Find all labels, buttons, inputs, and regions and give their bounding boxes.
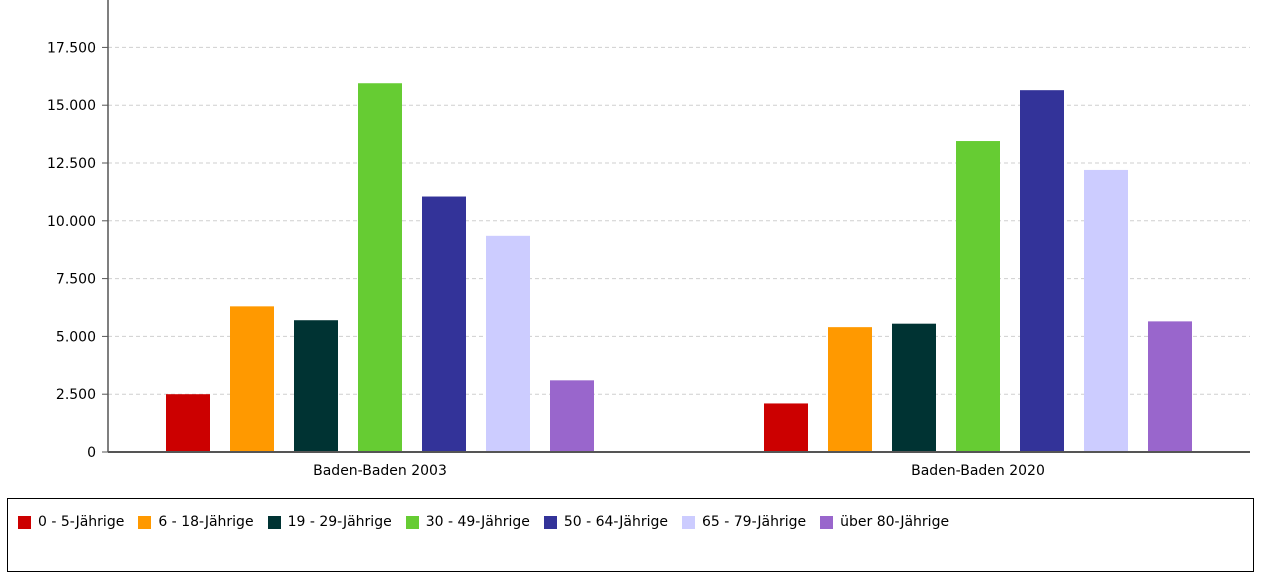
legend-swatch — [681, 515, 695, 529]
grid-lines — [102, 46, 1250, 453]
bar — [358, 83, 402, 453]
y-tick-label: 5.000 — [56, 329, 96, 345]
legend-label: 19 - 29-Jährige — [287, 514, 392, 530]
legend-item: 19 - 29-Jährige — [267, 509, 392, 535]
bars — [166, 83, 1192, 453]
bar — [1084, 169, 1128, 452]
y-tick-label: 17.500 — [47, 40, 96, 56]
bar — [1020, 90, 1064, 452]
bar — [828, 327, 872, 452]
y-tick-label: 15.000 — [47, 98, 96, 114]
legend-swatch — [138, 515, 152, 529]
legend-label: 50 - 64-Jährige — [563, 514, 668, 530]
bar — [956, 141, 1000, 452]
bar — [1148, 321, 1192, 452]
x-category-label: Baden-Baden 2003 — [313, 463, 447, 479]
legend-label: über 80-Jährige — [840, 514, 950, 530]
legend-item: 30 - 49-Jährige — [405, 509, 530, 535]
legend-item: über 80-Jährige — [820, 509, 949, 535]
x-category-labels: Baden-Baden 2003 Baden-Baden 2020 — [313, 463, 1045, 479]
bar-chart: 0 2.500 5.000 7.500 10.000 12.500 15.000 17.500… — [47, 0, 1250, 479]
bar — [422, 196, 466, 452]
x-category-label: Baden-Baden 2020 — [911, 463, 1045, 479]
bar — [892, 323, 936, 452]
legend-label: 65 - 79-Jährige — [701, 514, 807, 530]
bar — [166, 394, 210, 452]
legend-item: 0 - 5-Jährige — [18, 509, 124, 535]
legend-label: 0 - 5-Jährige — [38, 514, 125, 530]
legend-label: 30 - 49-Jährige — [425, 514, 530, 530]
legend-swatch — [267, 515, 281, 529]
legend-swatch — [820, 515, 834, 529]
bar — [230, 306, 274, 452]
bar — [550, 380, 594, 452]
y-tick-labels: 0 2.500 5.000 7.500 10.000 12.500 15.000 17.500 — [47, 40, 96, 461]
legend-swatch — [405, 515, 419, 529]
y-tick-label: 10.000 — [47, 214, 96, 230]
axes — [107, 0, 1250, 453]
legend-item: 65 - 79-Jährige — [681, 509, 807, 535]
y-tick-label: 2.500 — [56, 387, 96, 403]
legend-item: 50 - 64-Jährige — [543, 509, 668, 535]
bar — [294, 320, 338, 452]
legend-label: 6 - 18-Jährige — [158, 514, 254, 530]
y-tick-label: 0 — [87, 445, 96, 461]
bar — [764, 403, 808, 452]
chart-legend: 0 - 5-Jährige 6 - 18-Jährige 19 - 29-Jähri… — [7, 498, 1254, 572]
legend-swatch — [543, 515, 557, 529]
bar — [486, 235, 530, 452]
legend-item: 6 - 18-Jährige — [138, 509, 254, 535]
y-tick-label: 12.500 — [47, 156, 96, 172]
legend-swatch — [18, 515, 31, 529]
y-tick-label: 7.500 — [56, 272, 96, 288]
